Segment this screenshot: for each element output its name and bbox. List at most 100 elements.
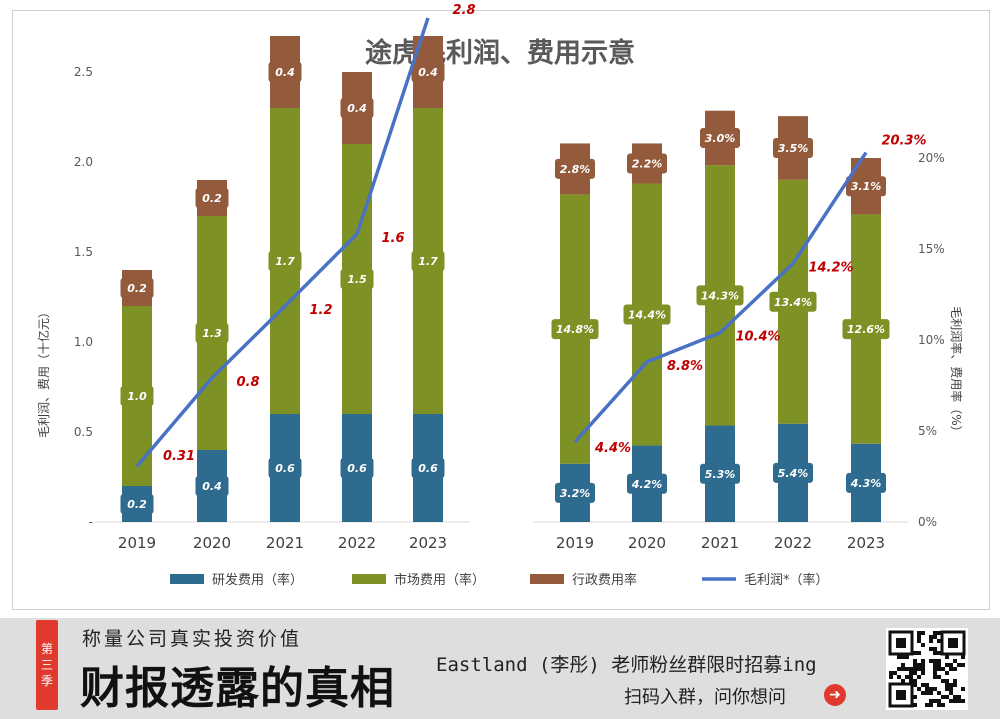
footer-promo: Eastland (李彤) 老师粉丝群限时招募ing [436, 654, 817, 676]
bar-admin-label-bg [627, 153, 667, 174]
legend-label: 市场费用（率） [394, 572, 485, 588]
bar-marketing-label: 1.7 [275, 255, 295, 268]
y-tick-label: 1.0 [74, 335, 93, 349]
y-axis-title: 毛利润率、费用率（%） [949, 306, 964, 437]
bar-admin-label: 0.2 [127, 282, 147, 295]
right-chart: 0% 5% 10% 15% 20% 毛利润率、费用率（%） 3.2% 14.8% 2.8% 201… [533, 110, 964, 552]
bar-admin-label-bg [411, 62, 445, 82]
x-tick-label: 2019 [118, 534, 156, 552]
gross-profit-label: 1.6 [381, 231, 404, 246]
arrow-right-circle-icon[interactable]: ➜ [824, 684, 846, 706]
bar-marketing-label: 1.5 [347, 273, 367, 286]
legend-label: 研发费用（率） [212, 572, 303, 588]
bar-marketing-label: 14.3% [701, 289, 739, 302]
gross-profit-label: 0.8 [236, 375, 259, 390]
gross-profit-label: 8.8% [667, 359, 703, 374]
bar-admin-label: 0.2 [202, 192, 222, 205]
bar-admin-label: 3.5% [778, 142, 809, 155]
legend-swatch [170, 574, 204, 584]
x-tick-label: 2022 [774, 534, 812, 552]
gross-profit-label: 4.4% [594, 441, 631, 456]
bar-rd-label-bg [773, 462, 813, 483]
bar-marketing-label-bg [120, 386, 154, 406]
bar-rd-label: 0.6 [418, 462, 438, 475]
bar-rd-label-bg [700, 463, 740, 484]
gross-profit-line [135, 17, 430, 468]
y-tick-label: 0% [918, 515, 937, 529]
bar-admin-label: 3.0% [705, 132, 736, 145]
x-tick-label: 2020 [628, 534, 666, 552]
y-axis-title: 毛利润、费用（十亿元） [36, 306, 51, 438]
x-tick-label: 2019 [556, 534, 594, 552]
bar-rd-label: 4.3% [850, 477, 882, 490]
bar-rd-label: 5.4% [778, 467, 809, 480]
legend-swatch [530, 574, 564, 584]
chart-frame [12, 10, 990, 610]
left-chart: - 0.5 1.0 1.5 2.0 2.5 毛利润、费用（十亿元） 0.2 1.0 0.2 2019… [36, 3, 476, 552]
x-tick-label: 2020 [193, 534, 231, 552]
season-char: 第 [40, 642, 53, 656]
bar-rd-label: 0.2 [127, 498, 147, 511]
qr-code-icon[interactable] [886, 628, 968, 710]
bar-marketing-label: 14.8% [556, 323, 594, 336]
bar-rd-label: 3.2% [560, 487, 591, 500]
y-tick-label: 15% [918, 242, 945, 256]
bar-marketing-label-bg [623, 304, 671, 325]
bar-rd-label-bg [120, 494, 154, 514]
bar-admin-label: 2.8% [560, 163, 591, 176]
bar-admin-label-bg [268, 62, 302, 82]
y-tick-label: 10% [918, 333, 945, 347]
chart-title: 途虎毛利润、费用示意 [365, 37, 635, 69]
bar-rd-label-bg [627, 473, 667, 494]
bar-rd-label-bg [195, 476, 229, 496]
season-char: 季 [40, 674, 53, 688]
footer-slogan: 称量公司真实投资价值 [82, 628, 303, 650]
x-tick-label: 2023 [847, 534, 885, 552]
bar-rd-label: 0.4 [202, 480, 222, 493]
bar-marketing-label: 14.4% [628, 309, 666, 322]
bar-marketing-label-bg [769, 291, 817, 312]
bar-marketing-label-bg [411, 251, 445, 271]
y-tick-label: - [89, 515, 93, 529]
x-tick-label: 2022 [338, 534, 376, 552]
legend: 研发费用（率） 市场费用（率） 行政费用率 毛利润*（率） [170, 572, 829, 588]
legend-swatch [352, 574, 386, 584]
y-tick-label: 2.5 [74, 65, 93, 79]
bar-rd-label: 0.6 [347, 462, 367, 475]
gross-profit-line [573, 151, 868, 444]
bar-admin-label-bg [773, 137, 813, 158]
bar-admin-label: 3.1% [851, 180, 882, 193]
x-tick-label: 2021 [701, 534, 739, 552]
y-tick-label: 5% [918, 424, 937, 438]
bar-rd-label: 0.6 [275, 462, 295, 475]
bar-marketing-label: 12.6% [847, 323, 885, 336]
bar-rd-label-bg [340, 458, 374, 478]
bar-admin-label: 0.4 [347, 102, 367, 115]
bar-marketing-label-bg [842, 319, 890, 340]
bar-marketing-label: 1.7 [418, 255, 438, 268]
bar-marketing-label-bg [340, 269, 374, 289]
y-tick-label: 20% [918, 151, 945, 165]
bar-rd-label-bg [411, 458, 445, 478]
bar-rd-label-bg [268, 458, 302, 478]
y-tick-label: 0.5 [74, 425, 93, 439]
footer-brand: 财报透露的真相 [80, 663, 395, 714]
bar-admin-label-bg [700, 127, 740, 148]
bar-marketing-label: 13.4% [774, 296, 812, 309]
bar-admin-label-bg [846, 176, 886, 197]
bar-marketing-label: 1.0 [127, 390, 147, 403]
bar-rd-label: 5.3% [705, 468, 736, 481]
bar-rd-label-bg [555, 482, 595, 503]
x-tick-label: 2023 [409, 534, 447, 552]
legend-label: 行政费用率 [572, 572, 637, 588]
gross-profit-label: 20.3% [881, 134, 926, 149]
bar-admin-label: 0.4 [418, 66, 438, 79]
y-tick-label: 1.5 [74, 245, 93, 259]
bar-marketing-label-bg [551, 319, 599, 340]
bar-rd-label-bg [846, 472, 886, 493]
bar-marketing-label-bg [195, 323, 229, 343]
x-tick-label: 2021 [266, 534, 304, 552]
bar-marketing-label-bg [268, 251, 302, 271]
bar-admin-label: 0.4 [275, 66, 295, 79]
y-tick-label: 2.0 [74, 155, 93, 169]
